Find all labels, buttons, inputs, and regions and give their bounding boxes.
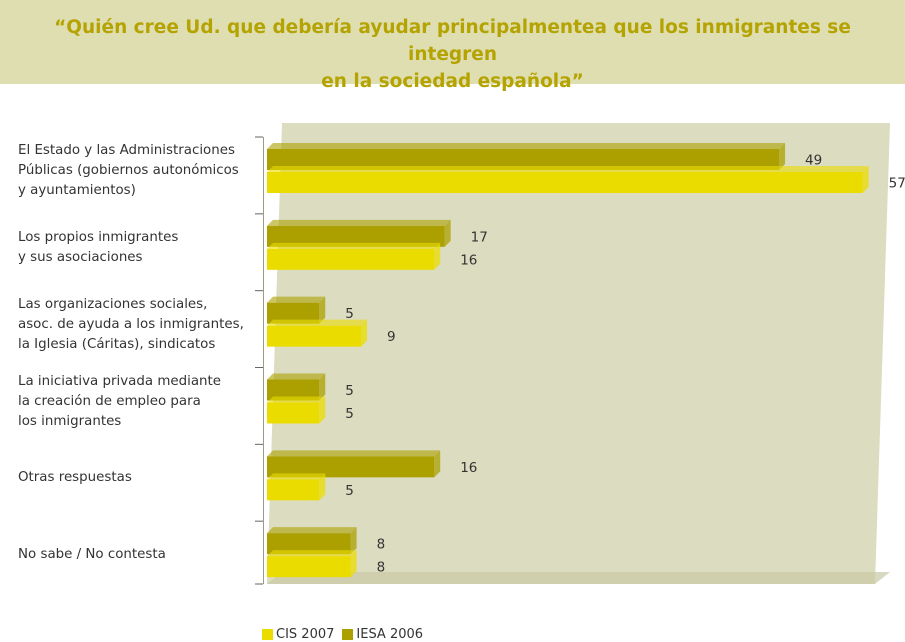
- bar-cis-2-front: [267, 325, 362, 347]
- bar-iesa-1: [267, 219, 451, 247]
- data-label-cis-4: 5: [345, 483, 354, 499]
- bar-cis-0-front: [267, 172, 863, 193]
- bar-iesa-0-front: [267, 149, 780, 170]
- bar-iesa-2-side: [319, 296, 326, 324]
- data-label-cis-3: 5: [345, 406, 354, 422]
- bar-iesa-4-front: [267, 456, 435, 478]
- legend-swatch-cis: [262, 628, 273, 640]
- chart-title-line-2: en la sociedad española”: [321, 71, 584, 92]
- bar-cis-2: [267, 319, 368, 347]
- data-label-iesa-3: 5: [345, 383, 354, 399]
- bar-cis-1-side: [434, 242, 441, 270]
- bar-cis-1: [267, 242, 441, 270]
- bar-cis-4-top: [267, 473, 326, 480]
- bar-iesa-5-front: [267, 533, 351, 555]
- legend-item-iesa: IESA 2006: [342, 627, 423, 642]
- bar-cis-0: [267, 166, 869, 193]
- bar-cis-0-side: [862, 166, 869, 193]
- legend-label-iesa: IESA 2006: [356, 626, 424, 642]
- bar-iesa-2-front: [267, 302, 320, 324]
- data-label-iesa-5: 8: [377, 537, 386, 553]
- bar-iesa-3-front: [267, 379, 320, 401]
- bar-cis-3-side: [319, 396, 326, 424]
- legend: CIS 2007 IESA 2006: [262, 626, 429, 642]
- bar-cis-3-front: [267, 402, 320, 424]
- category-label-1: Los propios inmigrantes y sus asociacion…: [18, 229, 179, 265]
- bar-iesa-3: [267, 373, 326, 401]
- bar-cis-4-front: [267, 479, 320, 501]
- bar-cis-5-top: [267, 550, 357, 557]
- data-label-cis-0: 57: [889, 176, 905, 192]
- bar-cis-0-top: [267, 166, 869, 172]
- bar-iesa-5-side: [350, 527, 357, 555]
- category-label-0: El Estado y las Administraciones Pública…: [18, 143, 239, 198]
- bar-iesa-0-side: [779, 143, 786, 170]
- bar-cis-4-side: [319, 473, 326, 501]
- bar-cis-3-top: [267, 396, 326, 403]
- category-label-3: La iniciativa privada mediante la creaci…: [18, 373, 221, 429]
- bar-iesa-5: [267, 527, 357, 555]
- bar-cis-1-top: [267, 242, 441, 249]
- bar-iesa-3-side: [319, 373, 326, 401]
- data-label-cis-1: 16: [460, 252, 477, 268]
- category-label-4: Otras respuestas: [18, 470, 132, 486]
- bar-iesa-1-front: [267, 225, 445, 247]
- data-label-iesa-1: 17: [471, 229, 488, 245]
- bar-iesa-4: [267, 450, 441, 478]
- bar-iesa-2-top: [267, 296, 326, 303]
- data-label-iesa-0: 49: [805, 153, 822, 169]
- legend-item-cis: CIS 2007: [262, 627, 334, 642]
- plot-floor: [267, 572, 890, 584]
- bar-iesa-1-top: [267, 219, 451, 226]
- bar-cis-1-front: [267, 248, 435, 270]
- bar-cis-2-side: [361, 319, 368, 347]
- bar-iesa-4-top: [267, 450, 441, 457]
- bar-iesa-5-top: [267, 527, 357, 534]
- bar-iesa-1-side: [444, 219, 451, 247]
- bar-iesa-4-side: [434, 450, 441, 478]
- data-label-cis-5: 8: [377, 560, 386, 576]
- data-label-iesa-4: 16: [460, 460, 477, 476]
- legend-swatch-iesa: [342, 628, 354, 640]
- category-label-5: No sabe / No contesta: [18, 547, 166, 563]
- bar-cis-3: [267, 396, 326, 424]
- data-label-cis-2: 9: [387, 329, 396, 345]
- chart-title-line-1: “Quién cree Ud. que debería ayudar princ…: [54, 17, 851, 65]
- legend-label-cis: CIS 2007: [276, 626, 335, 642]
- bar-iesa-0-top: [267, 143, 786, 149]
- bar-iesa-3-top: [267, 373, 326, 380]
- bar-iesa-0: [267, 143, 786, 170]
- bar-iesa-2: [267, 296, 326, 324]
- data-label-iesa-2: 5: [345, 306, 354, 322]
- title-band: “Quién cree Ud. que debería ayudar princ…: [0, 0, 905, 92]
- category-label-2: Las organizaciones sociales, asoc. de ay…: [18, 296, 244, 352]
- bar-cis-5-side: [350, 550, 357, 578]
- bar-cis-2-top: [267, 319, 368, 326]
- bar-cis-5: [267, 550, 357, 578]
- bar-cis-4: [267, 473, 326, 501]
- bar-cis-5-front: [267, 556, 351, 578]
- chart-title: “Quién cree Ud. que debería ayudar princ…: [20, 14, 885, 95]
